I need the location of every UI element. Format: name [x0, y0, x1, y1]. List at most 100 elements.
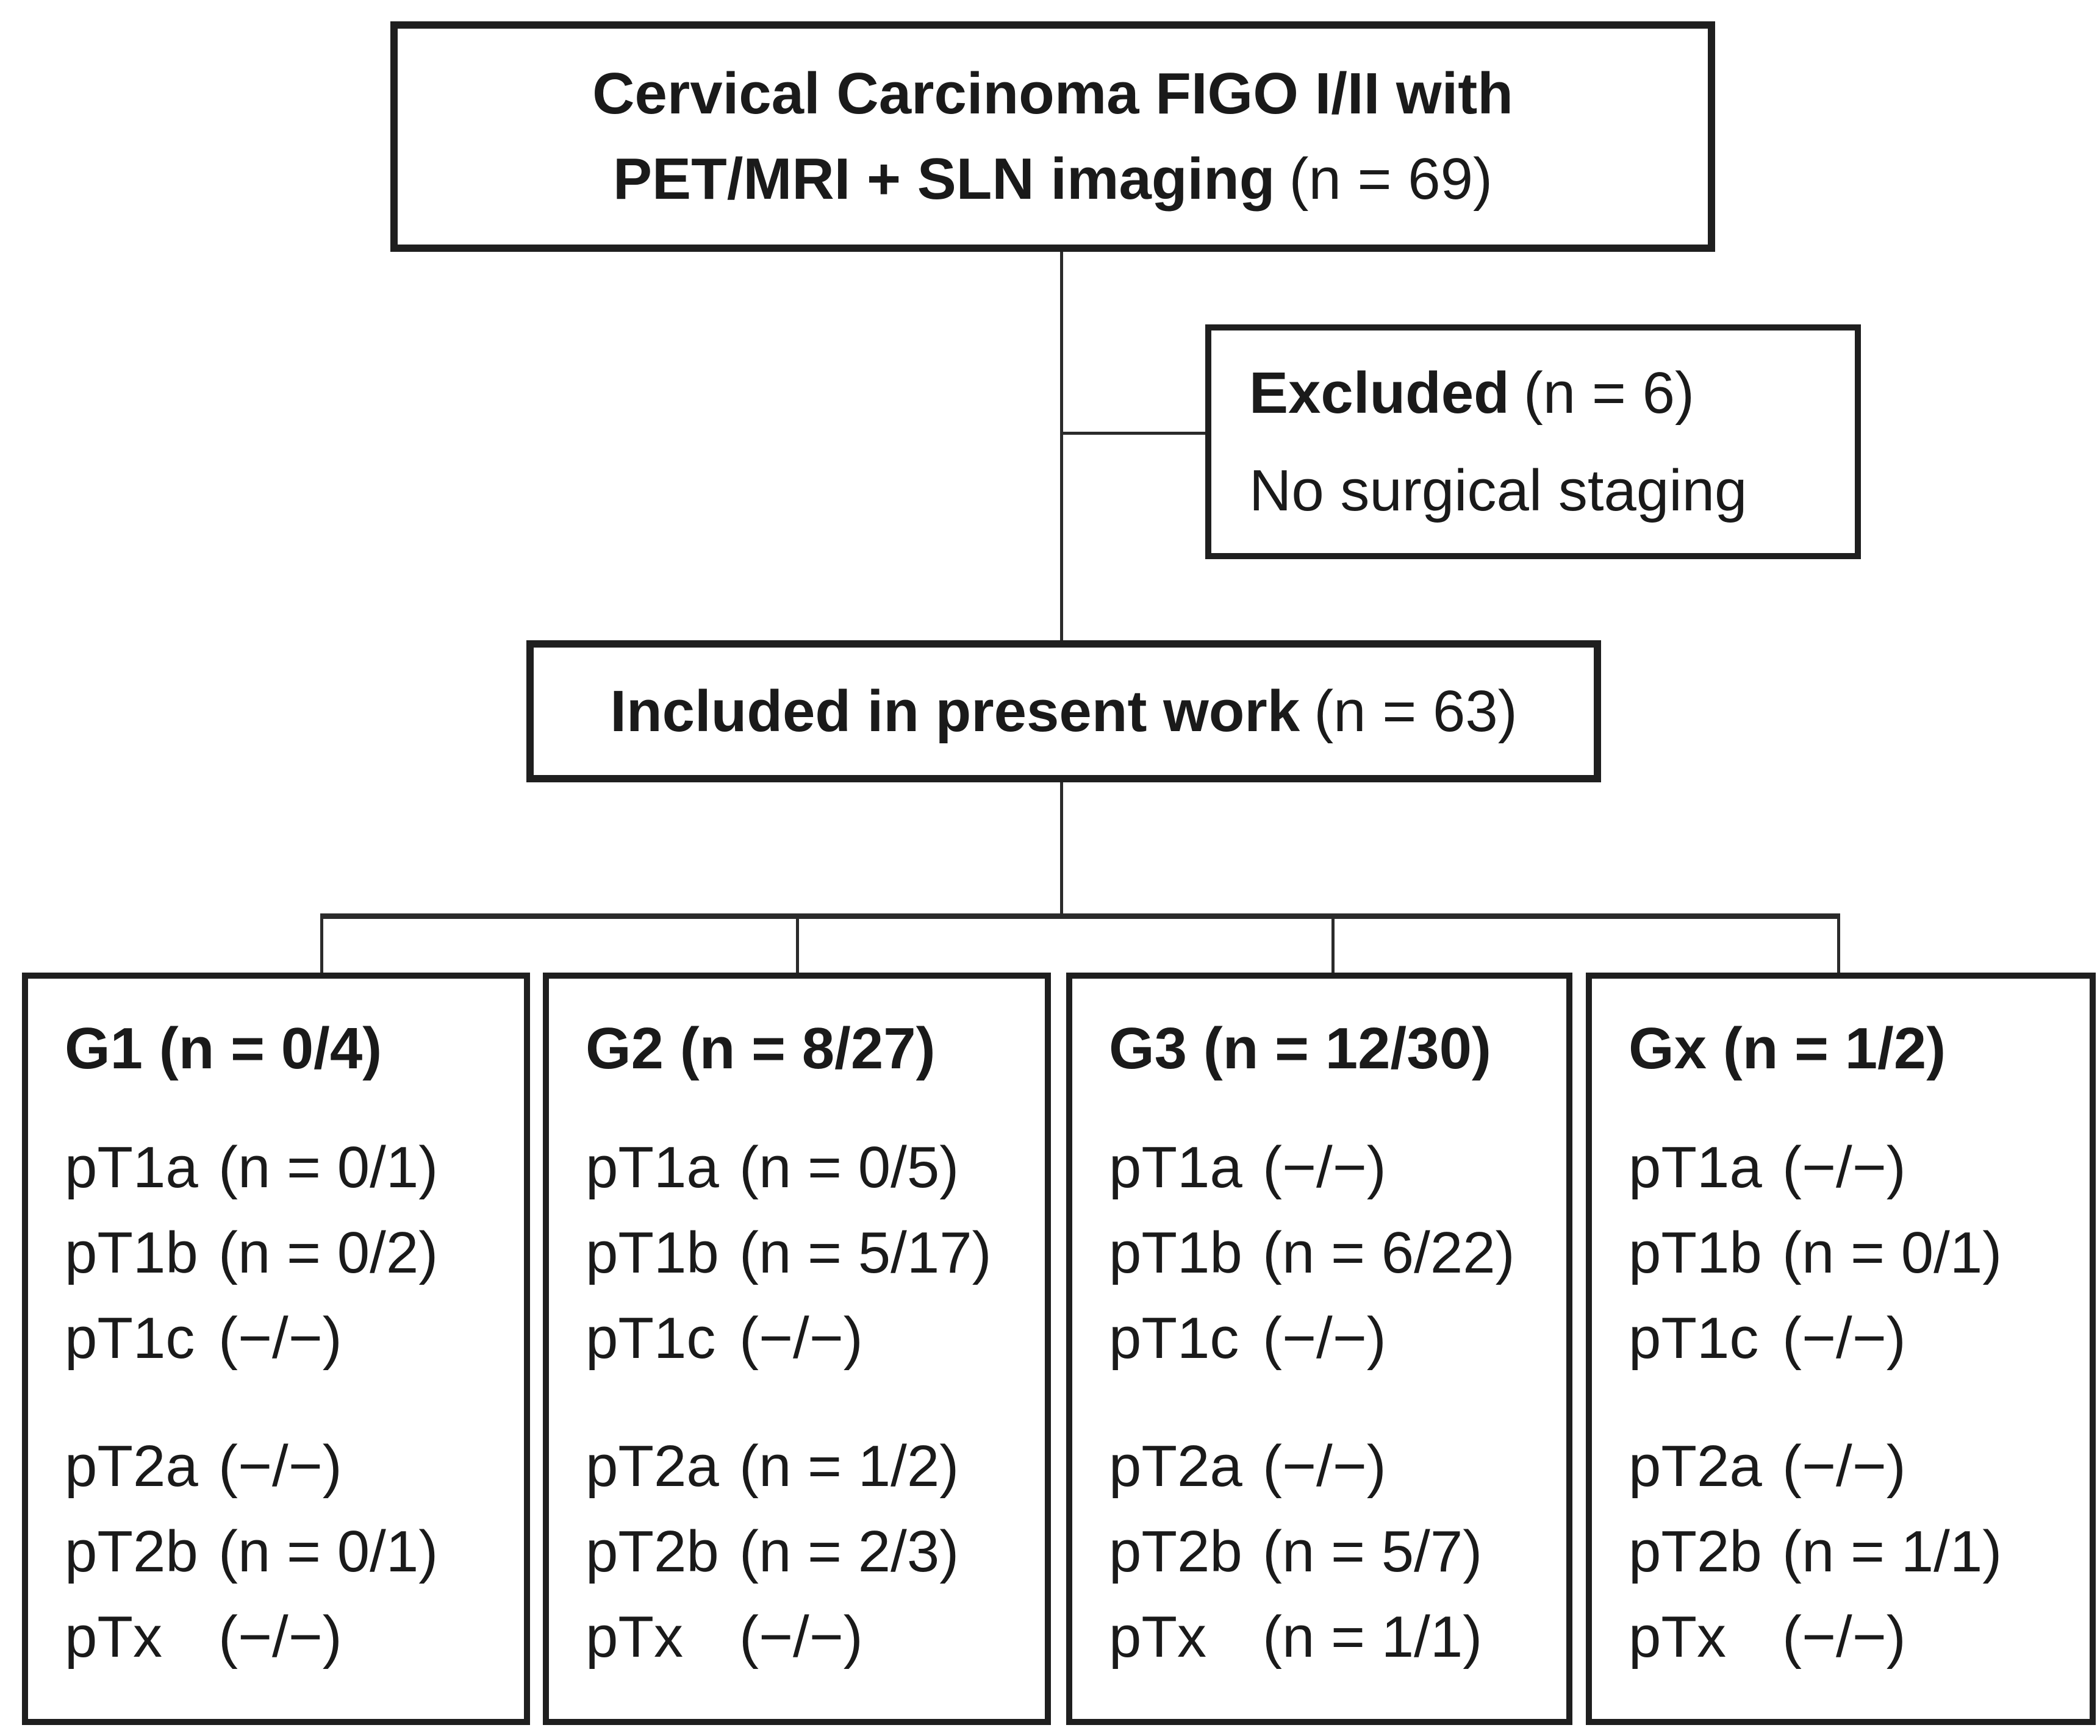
stage-count: (−/−)	[1782, 1135, 1906, 1200]
stage-row: pTx (n = 1/1)	[1109, 1595, 1551, 1680]
grade-box-g3: G3 (n = 12/30) pT1a (−/−) pT1b (n = 6/22) …	[1066, 973, 1572, 1725]
stage-count: (n = 1/1)	[1263, 1604, 1483, 1670]
stage-row: pT1b (n = 6/22)	[1109, 1210, 1551, 1296]
cohort-box-line1: Cervical Carcinoma FIGO I/II with	[592, 51, 1513, 137]
stage-row: pT2a (n = 1/2)	[586, 1424, 1030, 1509]
cohort-title-line1: Cervical Carcinoma FIGO I/II with	[592, 61, 1513, 126]
grade-heading: Gx (n = 1/2)	[1629, 1016, 1946, 1081]
stage-row: pT2a (−/−)	[1629, 1424, 2074, 1509]
excluded-title: Excluded	[1249, 360, 1510, 426]
stage-count: (−/−)	[1782, 1306, 1906, 1371]
stage-row: pT1a (−/−)	[1629, 1125, 2074, 1210]
stage-label: pTx	[586, 1604, 684, 1670]
pt2-group: pT2a (n = 1/2) pT2b (n = 2/3) pTx (−/−)	[586, 1424, 1030, 1680]
stage-label: pT1b	[586, 1220, 719, 1285]
stage-count: (n = 0/1)	[1782, 1220, 2002, 1285]
stage-count: (n = 1/1)	[1782, 1519, 2002, 1584]
connector-top-stem	[1060, 252, 1063, 640]
stage-row: pT1a (−/−)	[1109, 1125, 1551, 1210]
stage-label: pT1a	[586, 1135, 719, 1200]
stage-count: (−/−)	[1782, 1604, 1906, 1670]
stage-label: pTx	[65, 1604, 163, 1670]
stage-label: pT2a	[1629, 1434, 1762, 1499]
stage-label: pT1c	[65, 1306, 195, 1371]
grade-box-g2: G2 (n = 8/27) pT1a (n = 0/5) pT1b (n = 5/1…	[543, 973, 1051, 1725]
stage-count: (n = 5/7)	[1263, 1519, 1483, 1584]
stage-label: pT1a	[1629, 1135, 1762, 1200]
grade-box-g1: G1 (n = 0/4) pT1a (n = 0/1) pT1b (n = 0/2)…	[22, 973, 530, 1725]
stage-label: pT2a	[586, 1434, 719, 1499]
stage-count: (−/−)	[218, 1604, 342, 1670]
stage-count: (n = 5/17)	[739, 1220, 992, 1285]
stage-row: pT1c (−/−)	[1629, 1296, 2074, 1381]
stage-label: pT1c	[586, 1306, 716, 1371]
stage-label: pT2b	[1109, 1519, 1242, 1584]
stage-row: pT2a (−/−)	[1109, 1424, 1551, 1509]
stage-count: (−/−)	[739, 1306, 863, 1371]
connector-drop-g3	[1331, 913, 1335, 974]
cohort-count: (n = 69)	[1289, 146, 1493, 212]
excluded-title-row: Excluded (n = 6)	[1249, 345, 1855, 442]
stage-count: (−/−)	[739, 1604, 863, 1670]
stage-count: (−/−)	[218, 1434, 342, 1499]
stage-label: pT2a	[65, 1434, 198, 1499]
stage-row: pTx (−/−)	[586, 1595, 1030, 1680]
stage-label: pTx	[1109, 1604, 1207, 1670]
stage-label: pT1b	[65, 1220, 198, 1285]
grade-heading: G2 (n = 8/27)	[586, 1016, 936, 1081]
stage-row: pT2b (n = 0/1)	[65, 1509, 509, 1595]
stage-row: pT1b (n = 0/2)	[65, 1210, 509, 1296]
stage-row: pTx (−/−)	[65, 1595, 509, 1680]
cohort-box-line2: PET/MRI + SLN imaging (n = 69)	[613, 137, 1493, 222]
excluded-box: Excluded (n = 6) No surgical staging	[1205, 324, 1861, 559]
stage-count: (−/−)	[1782, 1434, 1906, 1499]
stage-count: (n = 2/3)	[739, 1519, 959, 1584]
grade-heading: G1 (n = 0/4)	[65, 1016, 382, 1081]
stage-count: (−/−)	[218, 1306, 342, 1371]
stage-count: (n = 0/5)	[739, 1135, 959, 1200]
connector-excluded-branch	[1062, 432, 1205, 435]
stage-row: pT1b (n = 5/17)	[586, 1210, 1030, 1296]
grade-box-gx: Gx (n = 1/2) pT1a (−/−) pT1b (n = 0/1) pT1…	[1586, 973, 2096, 1725]
connector-drop-gx	[1837, 913, 1840, 974]
excluded-reason: No surgical staging	[1249, 457, 1747, 523]
connector-drop-g2	[796, 913, 799, 974]
stage-count: (n = 1/2)	[739, 1434, 959, 1499]
included-title: Included in present work	[610, 678, 1300, 744]
stage-count: (−/−)	[1263, 1306, 1386, 1371]
stage-row: pT2a (−/−)	[65, 1424, 509, 1509]
pt2-group: pT2a (−/−) pT2b (n = 5/7) pTx (n = 1/1)	[1109, 1424, 1551, 1680]
cohort-box: Cervical Carcinoma FIGO I/II with PET/MR…	[390, 21, 1715, 252]
cohort-title-line2: PET/MRI + SLN imaging	[613, 146, 1275, 212]
pt1-group: pT1a (−/−) pT1b (n = 0/1) pT1c (−/−)	[1629, 1125, 2074, 1381]
excluded-count: (n = 6)	[1523, 360, 1694, 426]
connector-included-stem	[1060, 782, 1063, 916]
stage-label: pT1c	[1629, 1306, 1759, 1371]
stage-label: pT1a	[65, 1135, 198, 1200]
stage-row: pT2b (n = 2/3)	[586, 1509, 1030, 1595]
stage-count: (−/−)	[1263, 1434, 1386, 1499]
stage-label: pT2a	[1109, 1434, 1242, 1499]
stage-count: (n = 0/1)	[218, 1135, 439, 1200]
stage-label: pT1c	[1109, 1306, 1239, 1371]
stage-count: (n = 0/1)	[218, 1519, 439, 1584]
stage-row: pT1c (−/−)	[586, 1296, 1030, 1381]
stage-label: pT1b	[1109, 1220, 1242, 1285]
stage-row: pT2b (n = 1/1)	[1629, 1509, 2074, 1595]
stage-row: pT1b (n = 0/1)	[1629, 1210, 2074, 1296]
connector-horizontal-bar	[320, 913, 1840, 919]
stage-label: pT1a	[1109, 1135, 1242, 1200]
pt1-group: pT1a (n = 0/5) pT1b (n = 5/17) pT1c (−/−)	[586, 1125, 1030, 1381]
stage-count: (n = 6/22)	[1263, 1220, 1515, 1285]
stage-label: pT2b	[586, 1519, 719, 1584]
stage-label: pTx	[1629, 1604, 1727, 1670]
pt2-group: pT2a (−/−) pT2b (n = 0/1) pTx (−/−)	[65, 1424, 509, 1680]
stage-row: pT1a (n = 0/1)	[65, 1125, 509, 1210]
stage-row: pT1c (−/−)	[1109, 1296, 1551, 1381]
pt1-group: pT1a (n = 0/1) pT1b (n = 0/2) pT1c (−/−)	[65, 1125, 509, 1381]
stage-row: pT2b (n = 5/7)	[1109, 1509, 1551, 1595]
connector-drop-g1	[320, 913, 323, 974]
grade-heading: G3 (n = 12/30)	[1109, 1016, 1491, 1081]
stage-row: pT1c (−/−)	[65, 1296, 509, 1381]
